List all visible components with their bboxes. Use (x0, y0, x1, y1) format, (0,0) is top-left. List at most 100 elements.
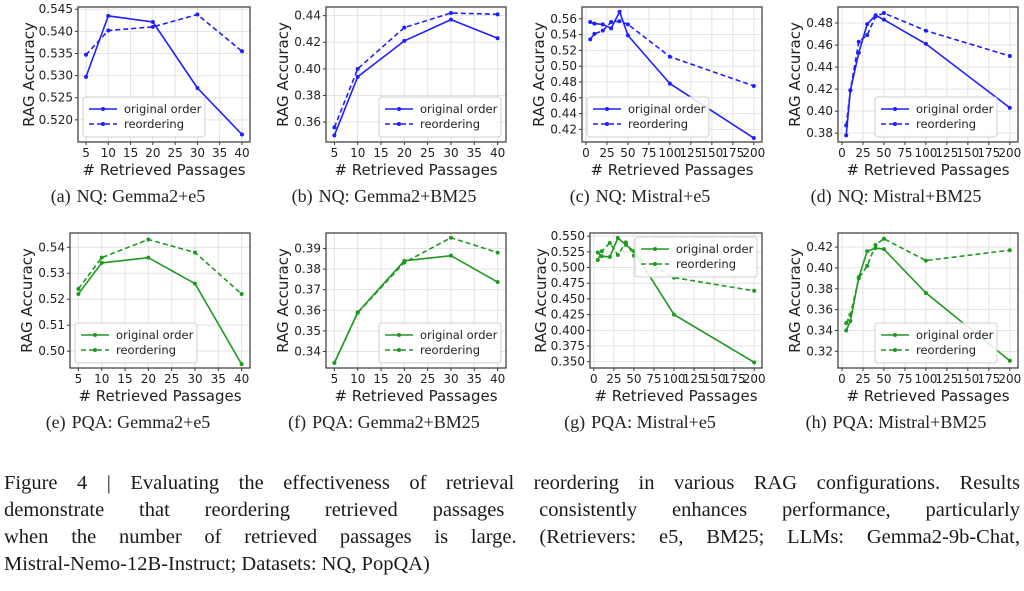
data-point (848, 319, 853, 324)
data-point (239, 292, 244, 297)
legend-label: reordering (420, 117, 480, 131)
subcaption-text: NQ: Mistral+BM25 (837, 186, 982, 206)
y-tick-label: 0.51 (38, 318, 65, 332)
x-tick-label: 10 (350, 146, 365, 160)
legend-box (378, 96, 502, 138)
chart-panel-d: 0 25 50 75 100 125 150 175 200 0.38 0.40 0.42 0.44 0.… (768, 0, 1024, 220)
data-point (600, 22, 605, 27)
legend-label: original order (628, 102, 706, 116)
series-line-reordering (845, 12, 1011, 126)
data-point (844, 321, 849, 326)
data-point (599, 249, 604, 254)
x-tick-label: 125 (935, 372, 958, 386)
subcaption-d: (d) NQ: Mistral+BM25 (768, 186, 1024, 207)
y-tick-label: 0.39 (294, 241, 321, 255)
subcaption-label: (f) (288, 412, 307, 432)
y-tick-label: 0.40 (806, 104, 833, 118)
chart-panel-f: 5 10 15 20 25 30 35 40 0.34 0.35 0.36 0.37 0.38 0.39 #… (256, 226, 512, 446)
data-point (332, 360, 337, 365)
x-tick-label: 25 (606, 372, 621, 386)
data-point (448, 17, 453, 22)
data-point (76, 292, 81, 297)
data-point (609, 26, 614, 31)
subcaption-label: (c) (569, 186, 590, 206)
x-tick-label: 100 (658, 146, 681, 160)
y-tick-label: 0.525 (39, 91, 73, 105)
chart-panel-c: 0 25 50 75 100 125 150 175 200 0.42 0.44 0.46 0.48 0.… (512, 0, 768, 220)
y-tick-label: 0.535 (39, 46, 73, 60)
data-point (848, 88, 853, 93)
data-point (355, 310, 360, 315)
plot-frame (325, 232, 507, 369)
data-point (617, 9, 622, 14)
chart-svg: 0 25 50 75 1001251501752000.3500.3750.4000.4… (532, 229, 766, 405)
plot-frame (837, 6, 1019, 143)
x-tick-label: 10 (350, 372, 365, 386)
y-tick-label: 0.50 (38, 344, 65, 358)
legend-label: reordering (628, 117, 688, 131)
subcaption-label: (a) (50, 186, 71, 206)
y-tick-label: 0.34 (806, 323, 833, 337)
legend-box (874, 96, 998, 138)
y-tick-label: 0.38 (806, 126, 833, 140)
x-tick-label: 15 (373, 146, 388, 160)
legend-label: reordering (116, 343, 176, 357)
data-point (923, 258, 928, 263)
legend-label: reordering (124, 117, 184, 131)
y-tick-label: 0.500 (551, 261, 585, 275)
legend-marker (653, 262, 657, 266)
data-point (106, 28, 111, 33)
y-tick-label: 0.42 (294, 35, 321, 49)
x-tick-label: 35 (467, 146, 482, 160)
legend-label: original order (124, 102, 202, 116)
plot-frame (325, 6, 507, 143)
x-tick-label: 40 (490, 146, 505, 160)
y-tick-label: 0.44 (806, 60, 833, 74)
data-point (239, 49, 244, 54)
legend-box (874, 322, 998, 364)
x-tick-label: 25 (855, 146, 870, 160)
legend-label: original order (676, 242, 754, 256)
data-point (856, 39, 861, 44)
subcaption-label: (g) (564, 412, 586, 432)
data-point (146, 237, 151, 242)
x-tick-label: 0 (590, 372, 598, 386)
plot-frame (837, 232, 1019, 369)
y-tick-label: 0.44 (550, 107, 577, 121)
y-axis-label: RAG Accuracy (786, 248, 804, 353)
legend-label: reordering (916, 343, 976, 357)
y-tick-label: 0.375 (551, 339, 585, 353)
x-tick-label: 75 (897, 146, 912, 160)
legend-marker (397, 333, 401, 337)
legend-marker (397, 348, 401, 352)
chart-svg: 5 10 15 20 25 30 35 40 0.50 0.51 0.52 0.53 0.54 # Ret… (18, 232, 251, 405)
x-tick-label: 35 (212, 146, 227, 160)
series-line-reordering (85, 13, 243, 56)
x-tick-label: 0 (838, 146, 846, 160)
x-tick-label: 30 (190, 146, 205, 160)
legend-box (378, 322, 502, 364)
subcaption-text: NQ: Gemma2+e5 (76, 186, 206, 206)
y-tick-label: 0.48 (550, 75, 577, 89)
data-point (751, 136, 756, 141)
y-axis-label: RAG Accuracy (18, 248, 36, 353)
data-point (881, 236, 886, 241)
x-tick-label: 75 (646, 372, 661, 386)
legend-marker (893, 333, 897, 337)
y-tick-label: 0.32 (806, 344, 833, 358)
y-tick-label: 0.350 (551, 355, 585, 369)
y-tick-label: 0.525 (551, 245, 585, 259)
y-tick-label: 0.38 (294, 88, 321, 102)
data-point (448, 10, 453, 15)
data-point (751, 83, 756, 88)
data-point (752, 288, 757, 293)
x-tick-label: 150 (956, 146, 979, 160)
plot-frame (589, 232, 763, 369)
data-point (84, 52, 89, 57)
x-tick-label: 30 (187, 372, 202, 386)
chart-panel-g: 0 25 50 75 100 125 150 175 200 0.350 0.375 0.400 0.4… (512, 226, 768, 446)
